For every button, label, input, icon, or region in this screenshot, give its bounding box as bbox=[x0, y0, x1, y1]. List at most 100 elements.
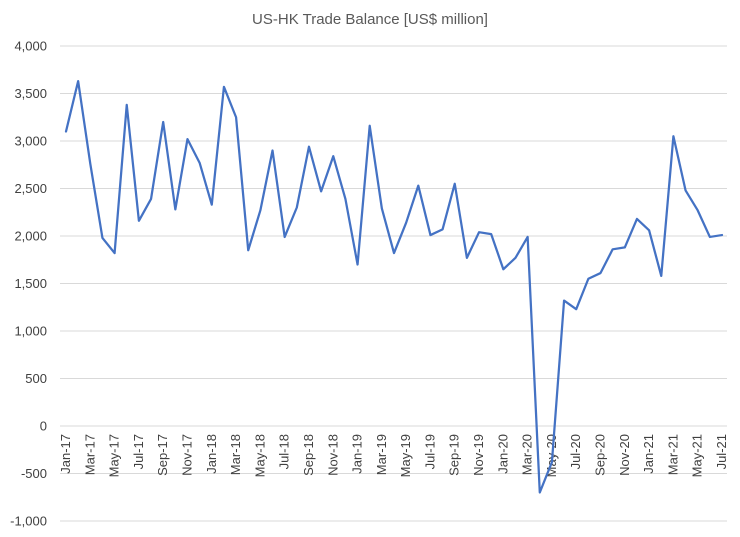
data-point bbox=[89, 163, 91, 165]
x-tick-label: Jan-18 bbox=[204, 434, 219, 474]
data-point bbox=[685, 189, 687, 191]
data-point bbox=[405, 222, 407, 224]
data-point bbox=[490, 233, 492, 235]
data-point bbox=[272, 150, 274, 152]
data-point bbox=[344, 198, 346, 200]
data-point bbox=[138, 220, 140, 222]
data-point bbox=[539, 492, 541, 494]
x-tick-label: Mar-18 bbox=[228, 434, 243, 475]
data-point bbox=[612, 248, 614, 250]
data-point bbox=[332, 155, 334, 157]
data-point bbox=[235, 116, 237, 118]
data-point bbox=[600, 272, 602, 274]
data-point bbox=[563, 300, 565, 302]
data-point bbox=[575, 308, 577, 310]
data-point bbox=[77, 80, 79, 82]
data-point bbox=[454, 183, 456, 185]
data-point bbox=[502, 268, 504, 270]
data-point bbox=[284, 236, 286, 238]
x-tick-label: Mar-19 bbox=[374, 434, 389, 475]
data-point bbox=[636, 218, 638, 220]
data-point bbox=[223, 86, 225, 88]
y-axis-tick-labels: -1,000 -500 0 500 1,000 1,500 2,000 2,500 3,000 3… bbox=[10, 39, 47, 529]
data-point bbox=[150, 198, 152, 200]
y-tick-label: 1,000 bbox=[14, 324, 47, 339]
x-tick-label: Mar-17 bbox=[82, 434, 97, 475]
data-point bbox=[417, 185, 419, 187]
x-tick-label: Nov-20 bbox=[617, 434, 632, 476]
data-point bbox=[527, 236, 529, 238]
data-point bbox=[114, 252, 116, 254]
data-point bbox=[162, 121, 164, 123]
data-point bbox=[174, 208, 176, 210]
x-tick-label: Mar-20 bbox=[520, 434, 535, 475]
x-axis-tick-labels: Jan-17 Mar-17 May-17 Jul-17 Sep-17 Nov-17 Jan-… bbox=[58, 434, 729, 477]
x-tick-label: Jul-17 bbox=[131, 434, 146, 469]
x-tick-label: Jan-19 bbox=[350, 434, 365, 474]
series-layer bbox=[64, 80, 724, 494]
chart-title: US-HK Trade Balance [US$ million] bbox=[252, 11, 488, 28]
data-point bbox=[211, 204, 213, 206]
data-point bbox=[587, 278, 589, 280]
x-tick-label: Sep-18 bbox=[301, 434, 316, 476]
y-tick-label: 2,000 bbox=[14, 229, 47, 244]
data-point bbox=[381, 207, 383, 209]
data-point bbox=[709, 236, 711, 238]
data-point bbox=[357, 264, 359, 266]
data-point bbox=[186, 138, 188, 140]
y-tick-label: 2,500 bbox=[14, 181, 47, 196]
series-line-trade-balance bbox=[64, 80, 724, 494]
data-point bbox=[648, 229, 650, 231]
data-point bbox=[259, 209, 261, 211]
y-tick-label: 3,500 bbox=[14, 86, 47, 101]
data-point bbox=[514, 257, 516, 259]
x-tick-label: Jul-19 bbox=[422, 434, 437, 469]
x-tick-label: Mar-21 bbox=[665, 434, 680, 475]
data-point bbox=[199, 162, 201, 164]
x-tick-label: May-21 bbox=[690, 434, 705, 477]
data-point bbox=[65, 131, 67, 133]
data-point bbox=[296, 207, 298, 209]
data-point bbox=[393, 252, 395, 254]
data-point bbox=[442, 228, 444, 230]
data-point bbox=[624, 246, 626, 248]
data-point bbox=[660, 275, 662, 277]
x-tick-label: Jul-18 bbox=[277, 434, 292, 469]
y-tick-label: 4,000 bbox=[14, 39, 47, 54]
data-point bbox=[672, 135, 674, 137]
x-tick-label: Jan-21 bbox=[641, 434, 656, 474]
x-tick-label: Jul-20 bbox=[568, 434, 583, 469]
x-tick-label: Jan-20 bbox=[495, 434, 510, 474]
data-point bbox=[721, 234, 723, 236]
data-point bbox=[478, 231, 480, 233]
data-point bbox=[101, 237, 103, 239]
data-point bbox=[126, 104, 128, 106]
y-tick-label: -1,000 bbox=[10, 514, 47, 529]
x-tick-label: Nov-19 bbox=[471, 434, 486, 476]
x-tick-label: May-18 bbox=[252, 434, 267, 477]
y-tick-label: 1,500 bbox=[14, 276, 47, 291]
x-tick-label: Nov-17 bbox=[179, 434, 194, 476]
y-tick-label: 3,000 bbox=[14, 134, 47, 149]
data-point bbox=[369, 125, 371, 127]
data-point bbox=[320, 190, 322, 192]
data-point bbox=[551, 461, 553, 463]
x-tick-label: May-19 bbox=[398, 434, 413, 477]
data-point bbox=[429, 234, 431, 236]
x-tick-label: Sep-17 bbox=[155, 434, 170, 476]
x-tick-label: May-17 bbox=[107, 434, 122, 477]
data-point bbox=[466, 257, 468, 259]
y-tick-label: -500 bbox=[21, 466, 47, 481]
gridlines bbox=[60, 45, 727, 522]
y-tick-label: 0 bbox=[40, 419, 47, 434]
data-point bbox=[308, 146, 310, 148]
x-tick-label: Sep-19 bbox=[447, 434, 462, 476]
x-tick-label: Nov-18 bbox=[325, 434, 340, 476]
data-point bbox=[247, 249, 249, 251]
x-tick-label: Jan-17 bbox=[58, 434, 73, 474]
y-tick-label: 500 bbox=[25, 371, 47, 386]
data-point bbox=[697, 209, 699, 211]
x-tick-label: Sep-20 bbox=[593, 434, 608, 476]
